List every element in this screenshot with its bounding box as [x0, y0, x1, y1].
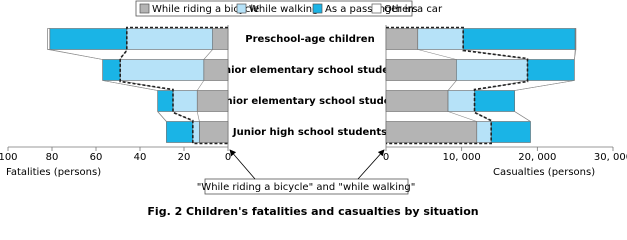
- series-line: [514, 111, 531, 122]
- category-label: Junior high school students: [232, 127, 387, 138]
- bar-segment: [119, 59, 205, 81]
- x-tick-label: 60: [90, 152, 103, 163]
- bar-segment: [417, 28, 464, 50]
- series-line: [102, 80, 158, 91]
- x-tick-label: 80: [46, 152, 59, 163]
- series-line: [447, 111, 477, 122]
- highlight-outline: [119, 26, 228, 145]
- bar-segment: [192, 121, 200, 143]
- category-label: Junior elementary school students: [212, 65, 407, 76]
- series-line: [417, 49, 457, 60]
- legend-swatch: [371, 3, 382, 14]
- annotation-box: [204, 178, 409, 195]
- bar-segment: [476, 121, 492, 143]
- bar-segment: [102, 59, 121, 81]
- annotation-arrow: [229, 149, 256, 180]
- bar-segment: [47, 28, 51, 50]
- x-tick-label: 10, 000: [443, 152, 481, 163]
- bar-segment: [385, 59, 457, 81]
- bar-segment: [527, 59, 575, 81]
- bar-segment: [126, 28, 213, 50]
- annotation-arrow: [357, 149, 385, 180]
- category-label: Senior elementary school students: [212, 96, 409, 107]
- bar-segment: [447, 90, 475, 112]
- caption: Fig. 2 Children's fatalities and casualt…: [147, 205, 478, 218]
- x-tick-label: 20, 000: [518, 152, 556, 163]
- series-line: [574, 49, 577, 60]
- x-axis-label: Fatalities (persons): [6, 167, 101, 178]
- legend-swatch: [139, 3, 150, 14]
- series-line: [196, 111, 200, 122]
- legend-swatch: [312, 3, 323, 14]
- bar-segment: [385, 28, 419, 50]
- legend-label: Others: [384, 4, 418, 15]
- bar-segment: [196, 90, 229, 112]
- x-tick-label: 0: [383, 152, 389, 163]
- bar-segment: [203, 59, 229, 81]
- x-tick-label: 20: [178, 152, 191, 163]
- series-line: [514, 80, 575, 91]
- bar-segment: [574, 28, 577, 50]
- x-tick-label: 30, 000: [594, 152, 627, 163]
- legend-label: As a passenger in a car: [325, 4, 443, 15]
- x-tick-label: 40: [134, 152, 147, 163]
- x-tick-label: 0: [225, 152, 231, 163]
- series-line: [157, 111, 167, 122]
- category-label: Preschool-age children: [245, 34, 374, 45]
- bar-segment: [490, 121, 531, 143]
- series-line: [47, 49, 103, 60]
- bar-segment: [49, 28, 128, 50]
- bar-segment: [172, 90, 198, 112]
- bar-segment: [199, 121, 229, 143]
- series-line: [447, 80, 457, 91]
- bar-segment: [385, 121, 478, 143]
- legend-swatch: [236, 3, 247, 14]
- bar-segment: [456, 59, 528, 81]
- bar-segment: [462, 28, 576, 50]
- bar-segment: [166, 121, 194, 143]
- bar-segment: [385, 90, 449, 112]
- series-line: [196, 80, 205, 91]
- bar-segment: [157, 90, 174, 112]
- x-axis-label: Casualties (persons): [493, 167, 595, 178]
- series-line: [203, 49, 213, 60]
- legend-label: While walking: [249, 4, 318, 15]
- legend-label: While riding a bicycle: [152, 4, 259, 15]
- legend-box: [135, 0, 413, 17]
- chart: Fatalities (persons) Casualties (persons…: [0, 0, 627, 218]
- bar-segment: [474, 90, 515, 112]
- x-tick-label: 100: [0, 152, 18, 163]
- bar-segment: [212, 28, 229, 50]
- annotation: "While riding a bicycle" and "while walk…: [197, 182, 416, 193]
